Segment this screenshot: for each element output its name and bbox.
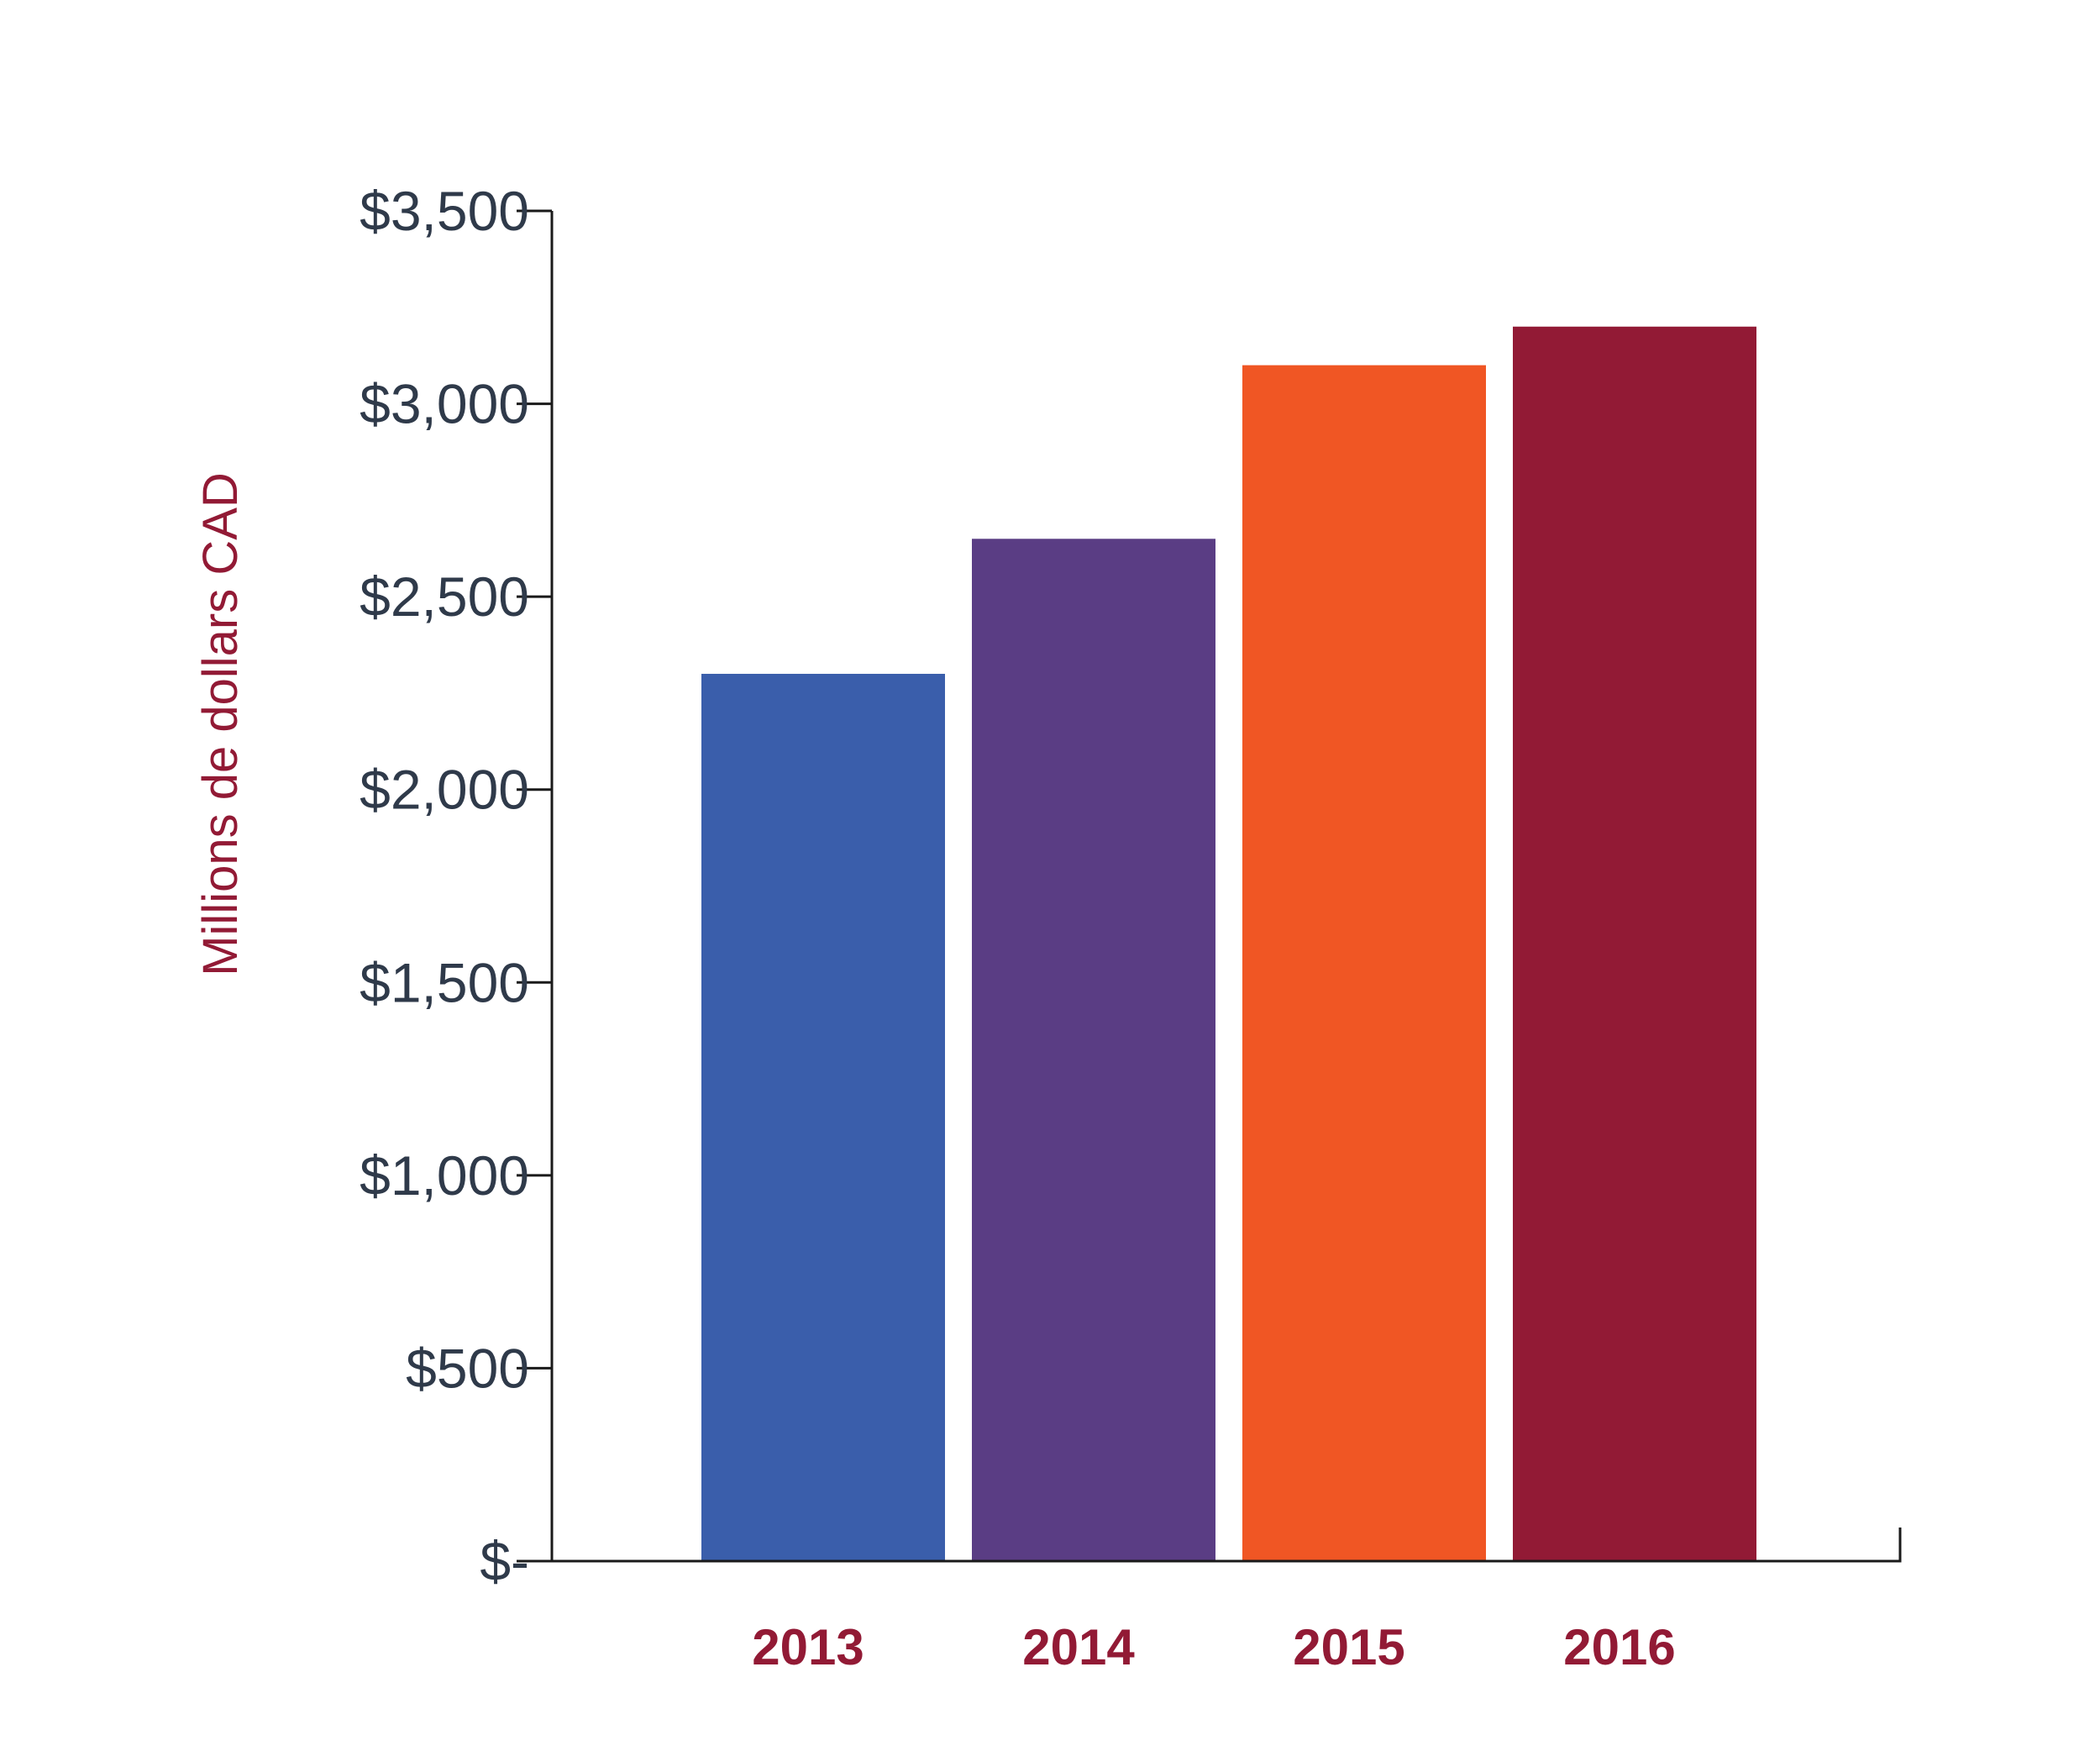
y-tick-label: $2,500: [360, 565, 529, 628]
y-tick-label: $1,500: [360, 951, 529, 1013]
x-category-label: 2014: [1022, 1619, 1135, 1675]
bar-2015: [1242, 365, 1486, 1562]
y-axis-ticks: $- $500 $1,000 $1,500 $2,000 $2,500 $3,000 $3,5…: [360, 180, 552, 1592]
bar-2013: [701, 673, 945, 1561]
y-tick-label: $2,000: [360, 759, 529, 821]
x-axis-line: [552, 1528, 1902, 1563]
y-tick-label: $3,000: [360, 373, 529, 435]
y-tick-label: $1,000: [360, 1144, 529, 1207]
x-category-label: 2015: [1293, 1619, 1404, 1675]
x-category-label: 2013: [752, 1619, 864, 1675]
y-tick-label: $-: [480, 1530, 529, 1592]
y-tick-label: $3,500: [360, 180, 529, 242]
y-axis-title: Millions de dollars CAD: [193, 472, 248, 976]
bar-2016: [1513, 326, 1756, 1561]
bar-2014: [972, 539, 1215, 1561]
x-axis-labels: 2013 2014 2015 2016: [752, 1619, 1675, 1675]
y-tick-label: $500: [406, 1337, 529, 1399]
bars: [701, 326, 1756, 1562]
axes: [550, 211, 1902, 1563]
x-category-label: 2016: [1563, 1619, 1675, 1675]
